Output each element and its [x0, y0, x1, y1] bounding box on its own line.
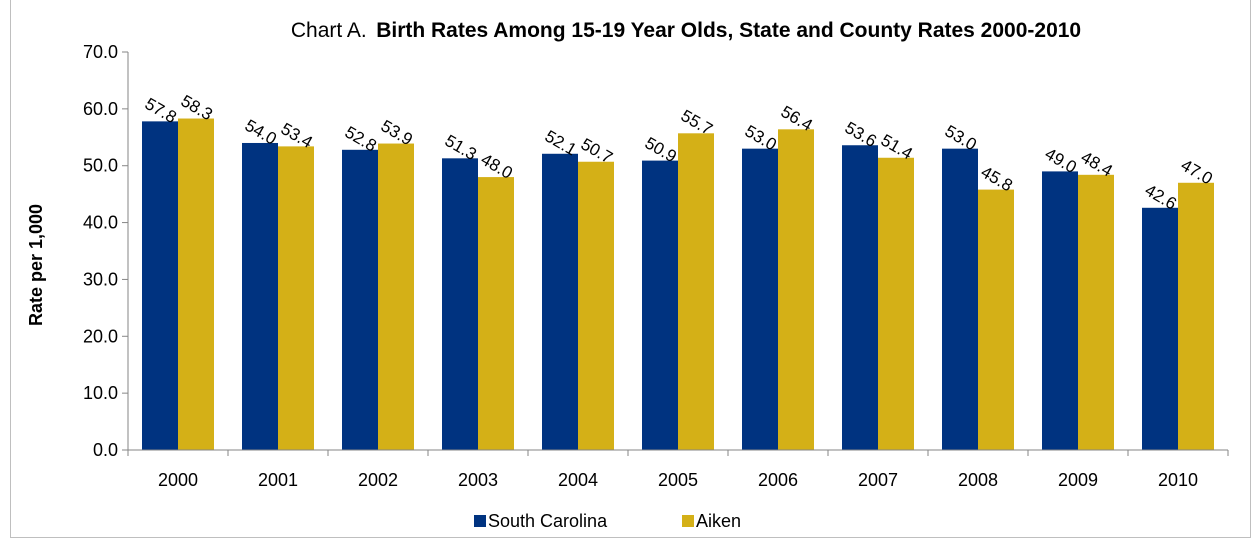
bar-south-carolina: [342, 149, 378, 450]
bar-aiken: [178, 118, 214, 450]
y-tick-label: 40.0: [83, 213, 118, 233]
y-tick-label: 70.0: [83, 42, 118, 62]
bar-aiken: [478, 177, 514, 451]
bar-south-carolina: [142, 121, 178, 450]
bar-aiken: [378, 143, 414, 451]
y-tick-label: 20.0: [83, 326, 118, 346]
legend-swatch-aiken: [682, 515, 694, 527]
x-tick-label: 2006: [758, 470, 798, 490]
legend-label-aiken: Aiken: [696, 511, 741, 531]
x-tick-label: 2009: [1058, 470, 1098, 490]
legend-label-south-carolina: South Carolina: [488, 511, 608, 531]
legend-swatch-south-carolina: [474, 515, 486, 527]
x-tick-label: 2007: [858, 470, 898, 490]
bar-aiken: [878, 157, 914, 451]
bars-group: [142, 118, 1214, 451]
bar-aiken: [778, 129, 814, 450]
x-axis: 2000 2001 2002 2003 2004 2005 2006 2007 2008 2009…: [127, 449, 1229, 490]
chart-title-prefix: Chart A.: [291, 19, 367, 42]
y-tick-label: 50.0: [83, 156, 118, 176]
y-axis: 0.0 10.0 20.0 30.0 40.0 50.0 60.0 70.0: [83, 42, 129, 460]
x-tick-label: 2008: [958, 470, 998, 490]
chart-frame: [10, 0, 1251, 538]
chart-title-main: Birth Rates Among 15-19 Year Olds, State…: [376, 19, 1081, 42]
bar-south-carolina: [242, 142, 278, 450]
bar-south-carolina: [1042, 171, 1078, 450]
bar-aiken: [1078, 174, 1114, 450]
x-tick-label: 2000: [158, 470, 198, 490]
legend: South Carolina Aiken: [474, 511, 741, 531]
bar-south-carolina: [442, 158, 478, 450]
x-tick-label: 2005: [658, 470, 698, 490]
bar-aiken: [1178, 182, 1214, 450]
bar-aiken: [278, 146, 314, 450]
y-tick-label: 10.0: [83, 383, 118, 403]
y-tick-label: 60.0: [83, 99, 118, 119]
bar-south-carolina: [942, 148, 978, 450]
bar-aiken: [678, 133, 714, 450]
x-tick-label: 2010: [1158, 470, 1198, 490]
bar-south-carolina: [842, 145, 878, 450]
bar-south-carolina: [1142, 207, 1178, 450]
bar-aiken: [578, 161, 614, 450]
bar-aiken: [978, 189, 1014, 450]
x-tick-label: 2001: [258, 470, 298, 490]
bar-south-carolina: [542, 153, 578, 450]
chart-title: Chart A. Birth Rates Among 15-19 Year Ol…: [291, 19, 1081, 42]
bar-south-carolina: [642, 160, 678, 450]
bar-south-carolina: [742, 148, 778, 450]
y-axis-label: Rate per 1,000: [26, 204, 46, 326]
y-tick-label: 30.0: [83, 269, 118, 289]
x-tick-label: 2002: [358, 470, 398, 490]
y-tick-label: 0.0: [93, 440, 118, 460]
x-tick-label: 2004: [558, 470, 598, 490]
x-tick-label: 2003: [458, 470, 498, 490]
